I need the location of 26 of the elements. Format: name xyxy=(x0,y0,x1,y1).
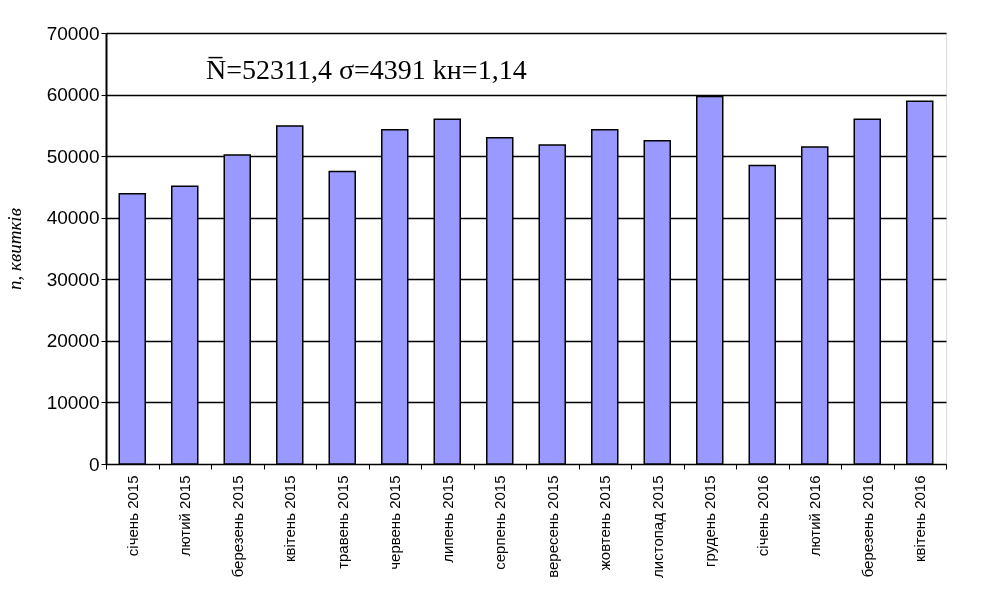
y-tick-label: 20000 xyxy=(46,330,100,352)
y-tick-label: 50000 xyxy=(46,145,100,167)
x-tick-label: лютий 2016 xyxy=(806,475,824,557)
y-tick-label: 30000 xyxy=(46,268,100,290)
y-axis-title: n, квитків xyxy=(3,208,25,290)
x-tick-label: червень 2015 xyxy=(386,475,404,570)
x-tick-label: липень 2015 xyxy=(438,475,456,563)
y-tick-label: 0 xyxy=(88,453,100,475)
x-tick-label: листопад 2015 xyxy=(648,475,666,578)
x-tick-label: березень 2016 xyxy=(858,475,876,578)
x-tick-label: вересень 2015 xyxy=(543,475,561,578)
y-tick-label: 60000 xyxy=(46,84,100,106)
annotation: N̅=52311,4 σ=4391 kн=1,14 xyxy=(206,54,527,85)
x-tick-label: травень 2015 xyxy=(333,475,351,569)
x-tick-label: січень 2016 xyxy=(753,475,771,557)
y-tick-label: 70000 xyxy=(46,22,100,44)
x-tick-label: січень 2015 xyxy=(123,475,141,557)
x-tick-label: лютий 2015 xyxy=(176,475,194,557)
x-tick-label: квітень 2016 xyxy=(911,475,929,563)
x-tick-label: квітень 2015 xyxy=(281,475,299,563)
y-tick-label: 10000 xyxy=(46,391,100,413)
x-tick-label: березень 2015 xyxy=(228,475,246,578)
y-tick-label: 40000 xyxy=(46,207,100,229)
x-tick-label: серпень 2015 xyxy=(491,475,509,570)
x-tick-label: грудень 2015 xyxy=(701,475,719,567)
x-tick-label: жовтень 2015 xyxy=(596,475,614,571)
